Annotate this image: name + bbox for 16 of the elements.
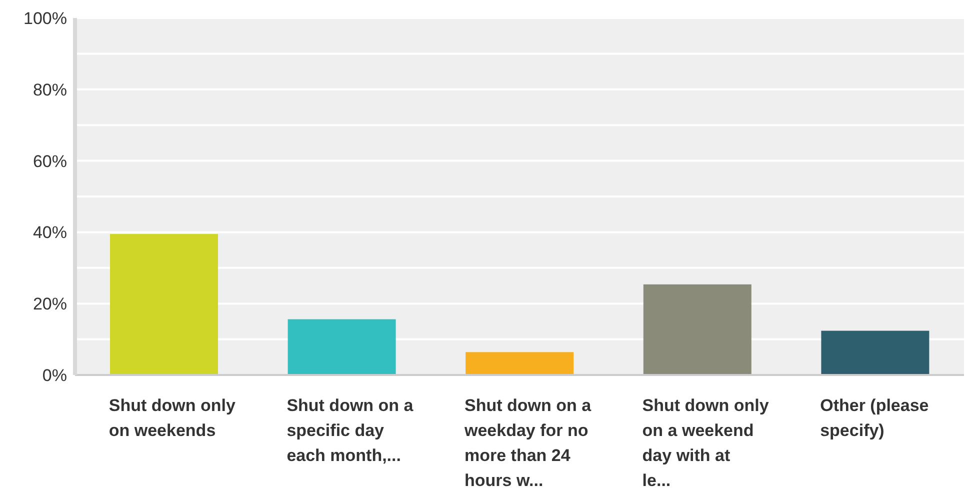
bar (466, 352, 574, 375)
bar (110, 234, 218, 375)
x-tick-label: Shut down only on a weekend day with at le... (642, 396, 770, 490)
bar (821, 330, 930, 375)
x-tick-label: Shut down on a specific day each month,... (286, 396, 414, 465)
y-tick-label: 40% (32, 223, 67, 242)
y-tick-label: 100% (24, 9, 67, 28)
y-tick-label: 0% (42, 366, 67, 386)
x-tick-label: Shut down only on weekends (108, 396, 236, 440)
y-tick-label: 60% (32, 152, 67, 171)
x-tick-label: Other (please specify) (820, 396, 929, 440)
y-tick-label: 80% (32, 80, 67, 100)
bar (643, 284, 752, 375)
y-tick-label: 20% (32, 294, 67, 314)
bar (288, 319, 396, 375)
x-tick-label: Shut down on a weekday for no more than 24 hours w... (464, 396, 592, 490)
